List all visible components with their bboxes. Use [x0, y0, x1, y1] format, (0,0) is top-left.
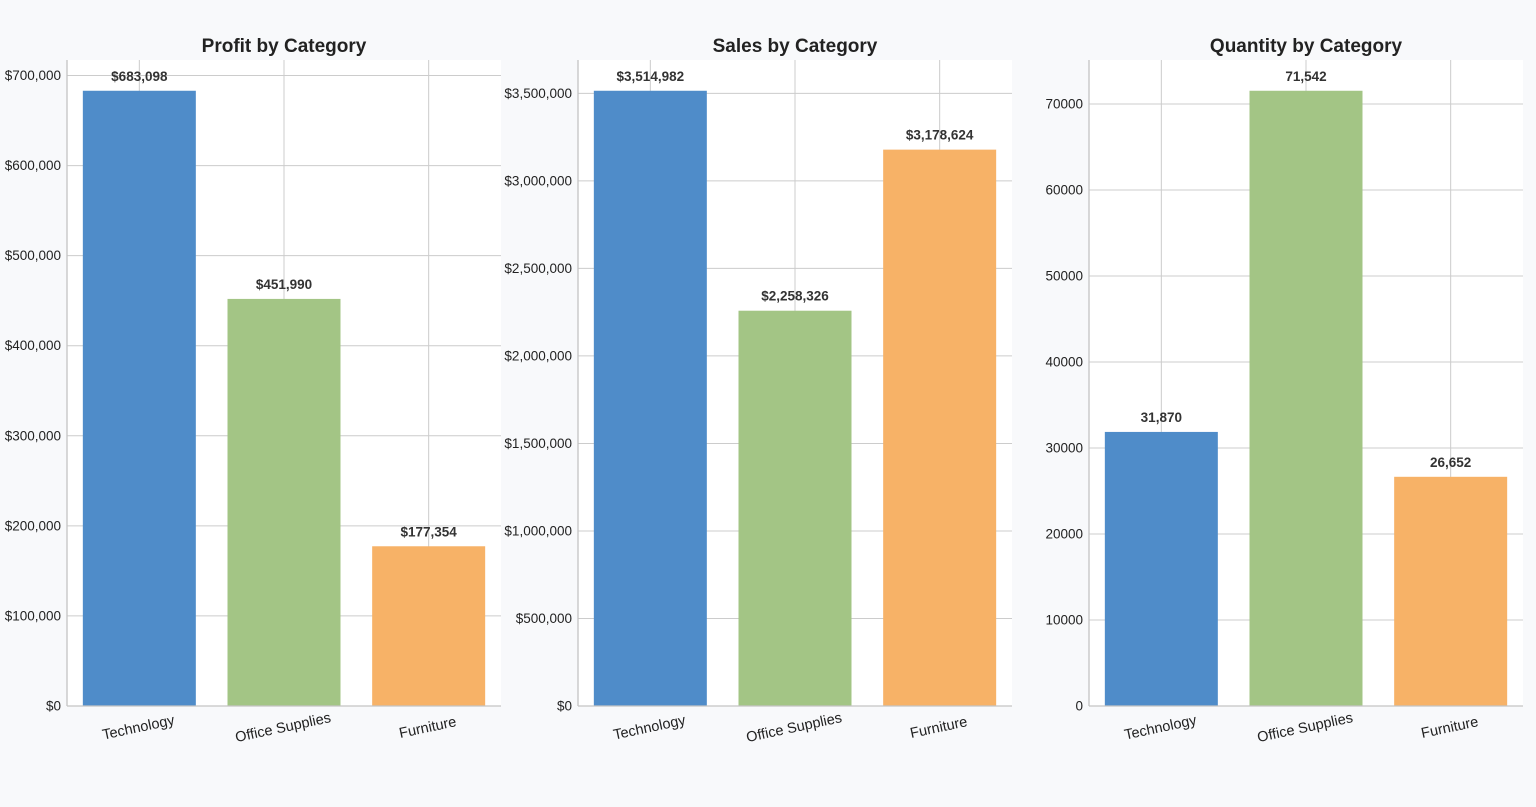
- bar-office-supplies: [738, 310, 852, 706]
- profit-chart: $683,098 $451,990 $177,354 $0 $100,000 $200,0…: [5, 36, 501, 746]
- value-label: $683,098: [111, 69, 168, 84]
- value-label: 26,652: [1430, 455, 1471, 470]
- y-tick-label: 70000: [1045, 97, 1083, 112]
- x-tick-label: Furniture: [909, 714, 969, 742]
- value-label: $3,178,624: [906, 128, 974, 143]
- bar-furniture: [372, 546, 486, 706]
- x-tick-label: Technology: [101, 712, 177, 743]
- y-tick-label: $200,000: [5, 518, 61, 533]
- value-label: $177,354: [401, 524, 458, 539]
- chart-title: Profit by Category: [202, 36, 367, 57]
- sales-chart: $3,514,982 $2,258,326 $3,178,624 $0 $500,000…: [504, 36, 1012, 746]
- x-tick-label: Furniture: [398, 714, 458, 742]
- y-tick-label: $0: [557, 699, 572, 714]
- y-tick-label: 40000: [1045, 355, 1083, 370]
- y-tick-label: $300,000: [5, 428, 61, 443]
- chart-title: Sales by Category: [713, 36, 878, 57]
- chart-title: Quantity by Category: [1210, 36, 1403, 57]
- bar-office-supplies: [1249, 90, 1363, 706]
- y-tick-label: $1,000,000: [504, 523, 572, 538]
- y-tick-label: $3,000,000: [504, 173, 572, 188]
- y-tick-label: $2,500,000: [504, 261, 572, 276]
- x-tick-label: Technology: [1123, 712, 1199, 743]
- bar-technology: [82, 90, 196, 707]
- bar-technology: [1104, 431, 1218, 706]
- value-label: $3,514,982: [617, 69, 685, 84]
- y-tick-label: $100,000: [5, 608, 61, 623]
- y-tick-label: $600,000: [5, 158, 61, 173]
- y-tick-label: $2,000,000: [504, 348, 572, 363]
- x-tick-label: Office Supplies: [745, 710, 843, 746]
- y-tick-label: $1,500,000: [504, 436, 572, 451]
- y-tick-label: $500,000: [5, 248, 61, 263]
- y-tick-label: $400,000: [5, 338, 61, 353]
- bar-office-supplies: [227, 298, 341, 706]
- value-label: 71,542: [1285, 69, 1326, 84]
- bar-furniture: [1394, 476, 1508, 706]
- y-tick-label: 30000: [1045, 441, 1083, 456]
- bar-furniture: [883, 149, 997, 706]
- value-label: $2,258,326: [761, 289, 829, 304]
- x-tick-label: Office Supplies: [1256, 710, 1354, 746]
- y-tick-label: $700,000: [5, 68, 61, 83]
- value-label: $451,990: [256, 277, 312, 292]
- x-tick-label: Technology: [612, 712, 688, 743]
- x-tick-label: Office Supplies: [234, 710, 332, 746]
- y-tick-label: $0: [46, 699, 61, 714]
- y-tick-label: 50000: [1045, 269, 1083, 284]
- y-tick-label: 20000: [1045, 527, 1083, 542]
- y-tick-label: $3,500,000: [504, 86, 572, 101]
- y-tick-label: 60000: [1045, 183, 1083, 198]
- y-tick-label: $500,000: [516, 611, 572, 626]
- quantity-chart: 31,870 71,542 26,652 0 10000 20000 30000 40000 5…: [1045, 36, 1523, 746]
- value-label: 31,870: [1141, 410, 1182, 425]
- y-tick-label: 0: [1075, 699, 1083, 714]
- bar-technology: [593, 90, 707, 706]
- y-tick-label: 10000: [1045, 613, 1083, 628]
- x-tick-label: Furniture: [1420, 714, 1480, 742]
